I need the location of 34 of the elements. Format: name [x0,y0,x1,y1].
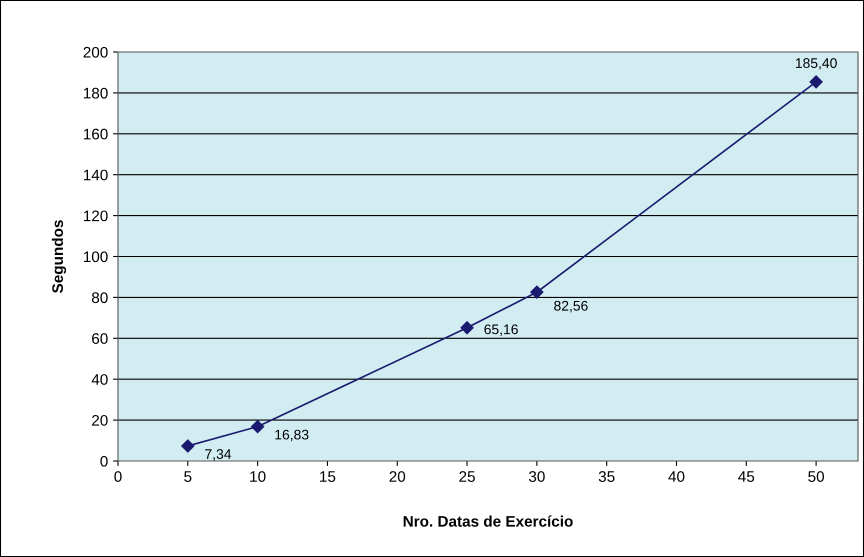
x-tick-label: 20 [390,471,406,482]
point [181,439,194,453]
data-label: 16,83 [275,430,308,442]
x-tick-label: 40 [668,471,684,482]
y-tick-label: 60 [92,333,108,344]
y-tick-label: 80 [92,292,108,304]
x-tick-label: 25 [459,471,475,482]
y-tick-label: 160 [84,128,108,140]
y-tick-label: 120 [84,210,108,222]
point [810,75,823,88]
data-label: 185,40 [796,58,837,70]
y-tick-label: 100 [84,251,108,262]
y-tick-label: 40 [92,374,108,385]
y-tick-label: 200 [84,46,108,58]
y-tick-label: 20 [92,414,108,426]
x-tick-label: 10 [250,471,266,482]
x-tick-label: 0 [114,471,122,482]
point [460,321,474,334]
y-tick-label: 180 [84,88,108,99]
x-tick-label: 35 [598,471,615,482]
data-label: 7,34 [205,449,232,461]
x-tick-label: 50 [808,471,824,482]
y-tick-label: 0 [100,456,108,467]
y-axis-title: Segundos [52,220,66,293]
y-tick-label: 140 [84,170,108,180]
point [530,286,544,299]
x-tick-label: 15 [320,471,336,482]
point [251,420,264,434]
data-label: 82,56 [554,300,588,312]
x-tick-label: 30 [528,471,545,482]
x-axis-title: Nro. Datas de Exercício [404,515,573,527]
x-tick-label: 45 [738,471,754,482]
data-label: 65,16 [484,324,518,336]
x-tick-label: 5 [184,471,192,482]
